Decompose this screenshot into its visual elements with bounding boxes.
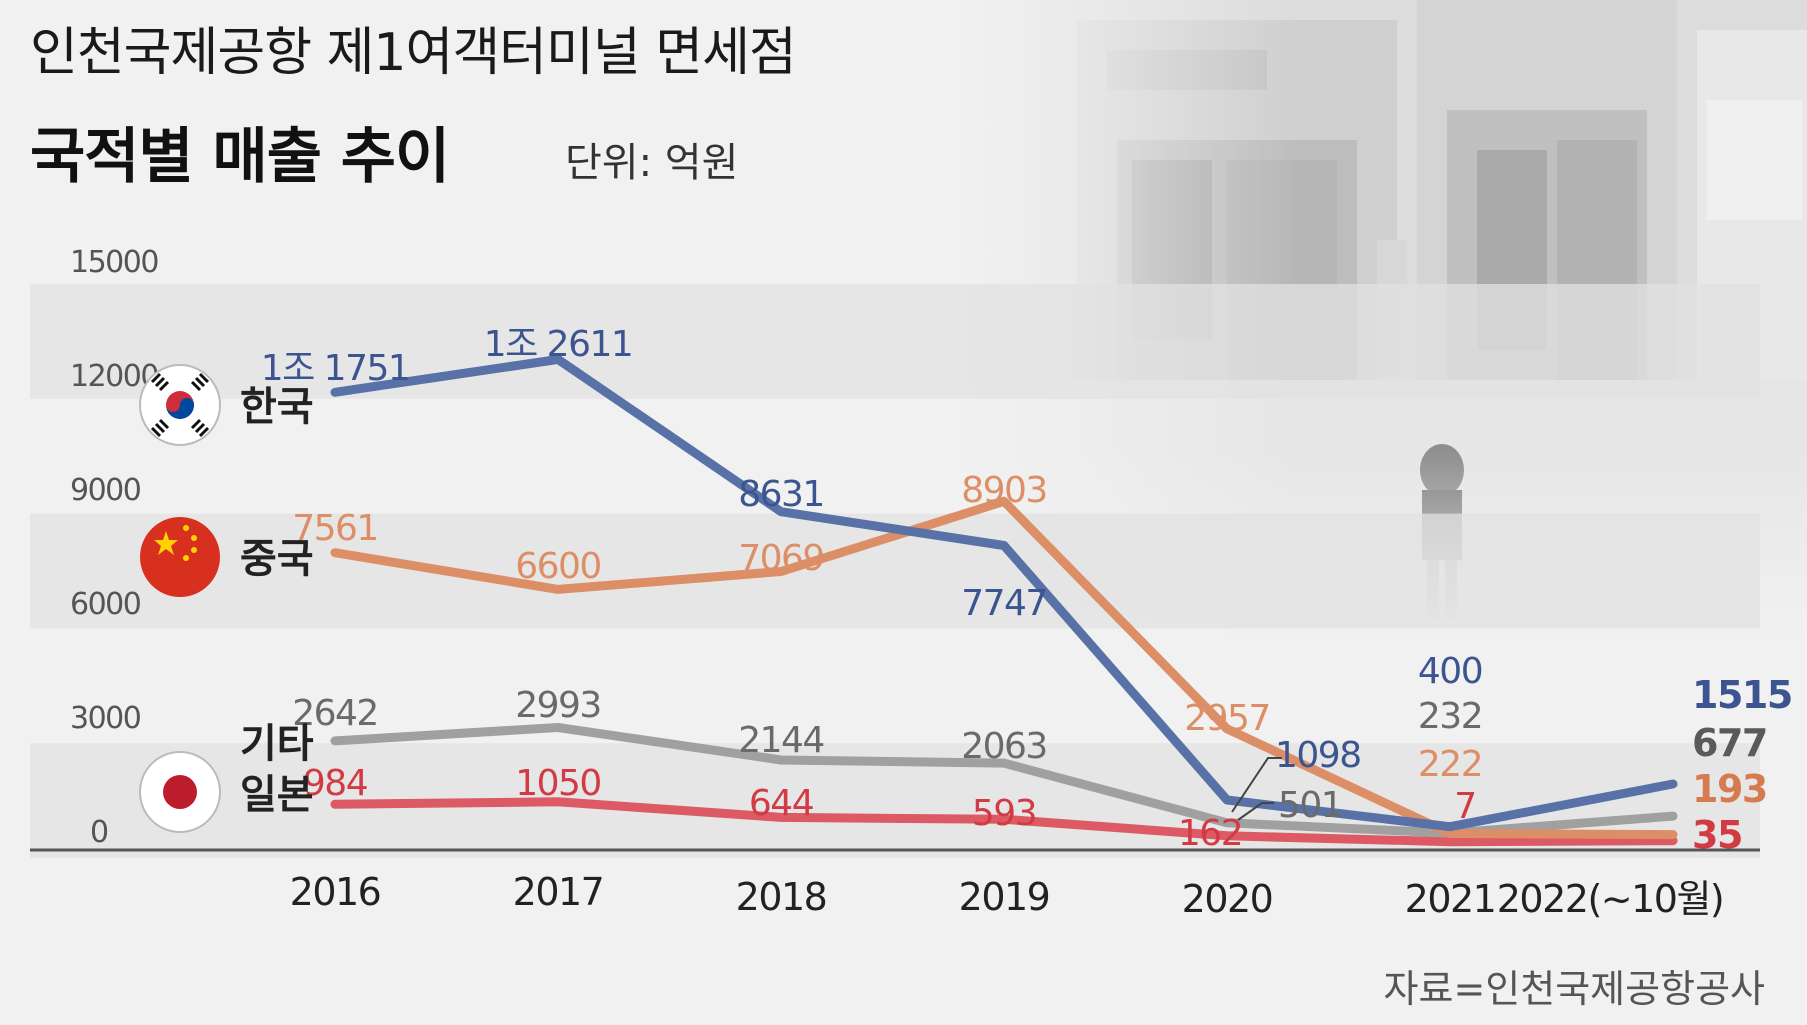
leader-line-korea-2020 bbox=[1231, 757, 1282, 813]
series-line-china bbox=[330, 496, 1678, 840]
data-label: 984 bbox=[303, 763, 367, 804]
data-label: 1조 2611 bbox=[484, 324, 633, 365]
y-tick: 6000 bbox=[70, 587, 141, 622]
data-label: 7747 bbox=[961, 583, 1047, 624]
data-label: 162 bbox=[1178, 813, 1242, 854]
data-label: 2063 bbox=[961, 726, 1047, 767]
x-tick: 2016 bbox=[290, 870, 381, 914]
labels-china: 7561 6600 7069 8903 2957 222 193 bbox=[292, 470, 1768, 811]
china-flag-icon bbox=[140, 517, 220, 597]
legend-label-korea: 한국 bbox=[240, 384, 314, 430]
grid-band bbox=[30, 284, 1760, 399]
x-tick: 2022(~10월) bbox=[1497, 877, 1724, 921]
data-label: 232 bbox=[1418, 696, 1482, 737]
data-label: 7561 bbox=[292, 508, 378, 549]
data-label: 8903 bbox=[961, 470, 1047, 511]
end-label-china: 193 bbox=[1692, 767, 1767, 811]
unit-label: 단위: 억원 bbox=[565, 140, 739, 186]
title-line-2: 국적별 매출 추이 bbox=[30, 122, 450, 192]
data-label: 222 bbox=[1418, 744, 1482, 785]
x-axis: 2016 2017 2018 2019 2020 2021 2022(~10월) bbox=[290, 870, 1725, 921]
x-tick: 2017 bbox=[513, 870, 604, 914]
source-note: 자료=인천국제공항공사 bbox=[1383, 967, 1765, 1011]
y-tick: 3000 bbox=[70, 701, 141, 736]
x-tick: 2021 bbox=[1405, 877, 1496, 921]
end-label-korea: 1515 bbox=[1692, 673, 1792, 717]
y-tick: 0 bbox=[90, 815, 108, 850]
series-line-korea bbox=[330, 354, 1678, 832]
data-label: 7 bbox=[1454, 786, 1475, 827]
data-label: 2144 bbox=[738, 720, 824, 761]
legend-label-japan: 일본 bbox=[240, 772, 314, 818]
y-tick: 15000 bbox=[70, 245, 158, 280]
end-label-japan: 35 bbox=[1692, 813, 1742, 857]
data-label: 2957 bbox=[1184, 698, 1270, 739]
legend-china: 중국 bbox=[140, 517, 314, 597]
data-label: 6600 bbox=[515, 546, 601, 587]
data-label: 1조 1751 bbox=[261, 348, 410, 389]
data-label: 501 bbox=[1278, 785, 1342, 826]
korea-flag-icon bbox=[139, 364, 221, 446]
legend-label-other: 기타 bbox=[240, 721, 314, 767]
leader-line-other-2020 bbox=[1237, 802, 1274, 821]
legend-korea: 한국 bbox=[139, 364, 314, 446]
data-label: 644 bbox=[749, 783, 813, 824]
japan-flag-icon bbox=[139, 751, 221, 833]
data-label: 7069 bbox=[738, 538, 824, 579]
x-tick: 2020 bbox=[1182, 877, 1273, 921]
x-tick: 2019 bbox=[959, 875, 1050, 919]
legend-label-china: 중국 bbox=[240, 536, 314, 582]
end-label-other: 677 bbox=[1692, 721, 1767, 765]
data-label: 400 bbox=[1418, 651, 1482, 692]
labels-other: 2642 2993 2144 2063 501 232 677 bbox=[292, 685, 1768, 826]
title-line-1: 인천국제공항 제1여객터미널 면세점 bbox=[30, 23, 797, 83]
labels-korea: 1조 1751 1조 2611 8631 7747 1098 400 1515 bbox=[261, 324, 1794, 776]
data-label: 1050 bbox=[515, 763, 601, 804]
y-tick: 9000 bbox=[70, 473, 141, 508]
data-label: 2642 bbox=[292, 693, 378, 734]
series-lines bbox=[330, 354, 1678, 847]
x-tick: 2018 bbox=[736, 875, 827, 919]
series-line-japan bbox=[330, 797, 1678, 847]
labels-japan: 984 1050 644 593 162 7 35 bbox=[303, 763, 1744, 857]
data-label: 2993 bbox=[515, 685, 601, 726]
y-axis: 15000 12000 9000 6000 3000 0 bbox=[70, 245, 160, 850]
legend-japan: 일본 bbox=[139, 751, 314, 833]
data-label: 593 bbox=[972, 793, 1036, 834]
data-label: 1098 bbox=[1275, 735, 1361, 776]
data-label: 8631 bbox=[738, 474, 824, 515]
